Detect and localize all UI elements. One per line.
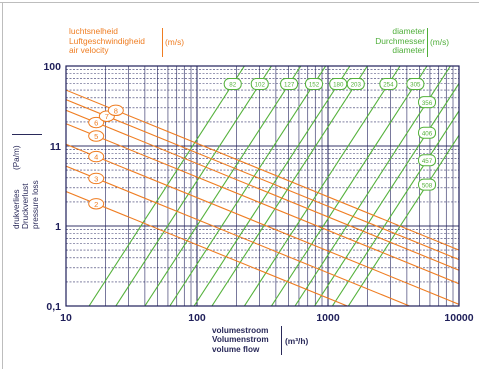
diameter-label-badge xyxy=(280,78,299,90)
velocity-line-7 xyxy=(66,99,459,261)
x-tick-label: 10 xyxy=(60,312,72,324)
y-tick-label: 100 xyxy=(43,61,61,73)
diameter-line-152 xyxy=(169,66,327,306)
velocity-label-badge xyxy=(88,130,105,142)
velocity-lines xyxy=(66,89,459,306)
velocity-label-badge xyxy=(107,104,124,117)
diameter-label-152: 152 xyxy=(309,82,320,89)
diameter-line-457 xyxy=(331,109,459,306)
diameter-label-badge xyxy=(418,178,437,191)
x-tick-label: 1000 xyxy=(316,312,340,324)
diameter-legend-unit: (m/s) xyxy=(430,37,450,47)
diameter-label-406: 406 xyxy=(422,130,433,137)
diameter-label-badge xyxy=(346,78,365,90)
velocity-label-badge xyxy=(88,172,105,185)
velocity-line-5 xyxy=(66,123,459,285)
diameter-label-badge xyxy=(418,154,437,167)
diameter-label-badge xyxy=(304,78,323,90)
velocity-label-8: 8 xyxy=(114,106,118,115)
frame-top-line xyxy=(0,2,479,3)
diameter-line-82 xyxy=(88,66,245,306)
diameter-label-badge xyxy=(329,78,348,90)
x-axis-unit: (m³/h) xyxy=(285,336,309,346)
velocity-label-badge xyxy=(88,198,105,210)
velocity-legend-separator xyxy=(162,28,163,57)
diameter-label-180: 180 xyxy=(333,82,344,89)
diameter-line-180 xyxy=(193,66,351,306)
diameter-line-305 xyxy=(270,66,428,306)
diameter-label-82: 82 xyxy=(229,82,236,89)
y-tick-label: 0,1 xyxy=(46,301,61,313)
velocity-line-6 xyxy=(66,109,459,271)
diameter-label-badge xyxy=(406,78,425,90)
velocity-legend-unit: (m/s) xyxy=(165,37,185,47)
y-tick-label: 11 xyxy=(50,141,61,153)
diameter-label-badge xyxy=(379,78,398,90)
diameter-line-102 xyxy=(115,66,272,306)
diameter-label-457: 457 xyxy=(422,158,433,165)
velocity-legend-line-2: Luftgeschwindigheid xyxy=(69,35,145,46)
velocity-labels: 2 3 4 5 678 xyxy=(88,104,124,210)
diameter-legend-line-1: diameter xyxy=(392,26,425,36)
diameter-legend-line-2: Durchmesser xyxy=(375,35,425,46)
velocity-label-7: 7 xyxy=(105,112,109,121)
diameter-label-203: 203 xyxy=(351,82,362,89)
x-axis-title-line-2: Volumenstrom xyxy=(212,335,269,345)
diameter-line-254 xyxy=(243,66,401,306)
diameter-label-305: 305 xyxy=(410,82,421,89)
diameter-label-badge xyxy=(250,78,269,90)
diameter-legend: diameter Durchmesser diameter xyxy=(369,26,425,56)
diameter-line-203 xyxy=(211,66,368,306)
diameter-labels: 82 102 127 152 180 203 254 305 356 406 457 508 xyxy=(223,78,437,191)
chart-grid xyxy=(65,66,459,307)
velocity-label-badge xyxy=(88,150,105,163)
x-axis-title-line-3: volume flow xyxy=(212,344,260,354)
velocity-label-4: 4 xyxy=(94,153,98,162)
diameter-line-406 xyxy=(314,82,459,306)
velocity-line-3 xyxy=(66,165,411,306)
diameter-legend-separator xyxy=(427,28,428,57)
velocity-line-4 xyxy=(66,143,459,305)
diameter-label-127: 127 xyxy=(284,82,295,89)
velocity-line-2 xyxy=(66,190,349,306)
frame-left-line xyxy=(2,2,3,369)
velocity-label-3: 3 xyxy=(94,174,98,183)
diameter-label-badge xyxy=(418,126,437,139)
x-axis-title-separator xyxy=(281,326,282,355)
velocity-label-2: 2 xyxy=(94,200,98,209)
velocity-label-badge xyxy=(88,116,105,129)
velocity-legend: luchtsnelheid Luftgeschwindigheid air ve… xyxy=(69,26,145,56)
x-tick-label: 10000 xyxy=(444,312,473,324)
x-axis-title: volumestroom Volumenstrom volume flow xyxy=(212,326,269,354)
diameter-label-badge xyxy=(418,96,437,109)
diameter-label-badge xyxy=(223,78,242,90)
y-axis-title-separator xyxy=(12,134,42,135)
diameter-label-508: 508 xyxy=(422,182,433,189)
diameter-legend-line-3: diameter xyxy=(392,45,425,56)
diameter-line-127 xyxy=(144,66,302,306)
velocity-legend-line-3: air velocity xyxy=(69,45,109,56)
x-axis-title-line-1: volumestroom xyxy=(212,326,269,335)
diameter-label-254: 254 xyxy=(383,82,394,89)
x-tick-label: 100 xyxy=(188,312,206,324)
y-tick-label: 1 xyxy=(55,221,61,233)
velocity-label-5: 5 xyxy=(94,132,98,141)
velocity-legend-line-1: luchtsnelheid xyxy=(69,26,118,36)
plot-frame xyxy=(65,65,460,307)
velocity-label-6: 6 xyxy=(94,119,98,128)
velocity-line-8 xyxy=(66,89,459,251)
diameter-label-356: 356 xyxy=(422,100,433,107)
diameter-label-102: 102 xyxy=(255,82,266,89)
